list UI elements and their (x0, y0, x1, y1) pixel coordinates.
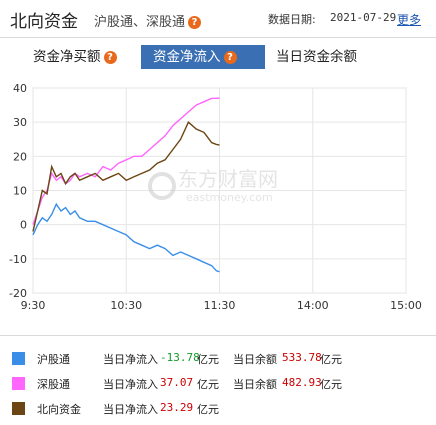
legend-flow-value: 23.29 (160, 401, 194, 414)
watermark-en: eastmoney.com (186, 191, 273, 204)
header-divider (0, 37, 436, 38)
legend-flow-value: -13.78 (160, 351, 200, 364)
x-axis: 9:30 10:30 11:30 14:00 15:00 (21, 299, 422, 312)
legend-flow-label: 当日净流入 (103, 378, 158, 391)
legend-balance-label: 当日余额 (233, 353, 277, 366)
help-icon[interactable]: ? (223, 51, 237, 64)
inflow-chart: 东方财富网 eastmoney.com 40 30 20 10 0 -10 -20 9:30… (9, 82, 422, 312)
legend-swatch-sh (12, 352, 25, 365)
x-tick-label: 9:30 (21, 299, 46, 312)
tab-bar: 资金净买额? 资金净流入? 当日资金余额 (0, 45, 436, 71)
tab-daily-balance[interactable]: 当日资金余额 (276, 45, 357, 69)
header: 北向资金 沪股通、深股通? 数据日期: 2021-07-29 更多 (0, 0, 436, 36)
legend-name: 沪股通 (37, 353, 70, 366)
y-tick-label: 30 (13, 116, 27, 129)
series-line (32, 121, 220, 232)
legend-flow-label: 当日净流入 (103, 403, 158, 416)
series-lines (32, 97, 220, 273)
series-line (32, 202, 220, 273)
y-tick-label: 20 (13, 150, 27, 163)
x-tick-label: 14:00 (297, 299, 329, 312)
legend-unit: 亿元 (320, 378, 342, 391)
help-icon[interactable]: ? (103, 51, 117, 64)
legend-divider (0, 335, 436, 336)
x-tick-label: 11:30 (204, 299, 236, 312)
legend-balance-value: 533.78 (282, 351, 322, 364)
grid (32, 87, 407, 294)
x-tick-label: 10:30 (110, 299, 142, 312)
legend-row-sz: 深股通 当日净流入 37.07 亿元 当日余额 482.93 亿元 (0, 373, 436, 397)
subtitle-text: 沪股通、深股通 (94, 15, 186, 30)
watermark: 东方财富网 eastmoney.com (148, 167, 278, 204)
x-tick-label: 15:00 (390, 299, 422, 312)
tab-net-inflow[interactable]: 资金净流入? (141, 45, 265, 69)
y-axis: 40 30 20 10 0 -10 -20 (9, 82, 27, 300)
tab-net-inflow-label: 资金净流入 (153, 49, 221, 65)
legend-name: 北向资金 (37, 403, 81, 416)
date-label: 数据日期: (268, 13, 316, 26)
y-tick-label: 0 (20, 219, 27, 232)
legend-swatch-north (12, 402, 25, 415)
legend-row-sh: 沪股通 当日净流入 -13.78 亿元 当日余额 533.78 亿元 (0, 348, 436, 372)
help-icon[interactable]: ? (188, 16, 202, 29)
legend-unit: 亿元 (320, 353, 342, 366)
y-tick-label: -20 (9, 287, 27, 300)
legend-balance-value: 482.93 (282, 376, 322, 389)
tab-net-buy-label: 资金净买额 (33, 49, 101, 65)
tab-net-buy[interactable]: 资金净买额? (33, 45, 117, 69)
tab-daily-balance-label: 当日资金余额 (276, 49, 357, 65)
date-value: 2021-07-29 (330, 11, 397, 24)
legend-row-north: 北向资金 当日净流入 23.29 亿元 (0, 398, 436, 422)
legend-balance-label: 当日余额 (233, 378, 277, 391)
y-tick-label: -10 (9, 253, 27, 266)
watermark-cn: 东方财富网 (178, 167, 278, 191)
legend-unit: 亿元 (197, 403, 219, 416)
subtitle: 沪股通、深股通? (94, 11, 202, 30)
page-title: 北向资金 (10, 12, 78, 32)
legend-flow-value: 37.07 (160, 376, 194, 389)
legend-flow-label: 当日净流入 (103, 353, 158, 366)
legend-unit: 亿元 (197, 353, 219, 366)
legend-swatch-sz (12, 377, 25, 390)
y-tick-label: 40 (13, 82, 27, 95)
series-line (32, 97, 220, 225)
more-link[interactable]: 更多 (397, 13, 422, 27)
legend-name: 深股通 (37, 378, 70, 391)
y-tick-label: 10 (13, 185, 27, 198)
legend-unit: 亿元 (197, 378, 219, 391)
